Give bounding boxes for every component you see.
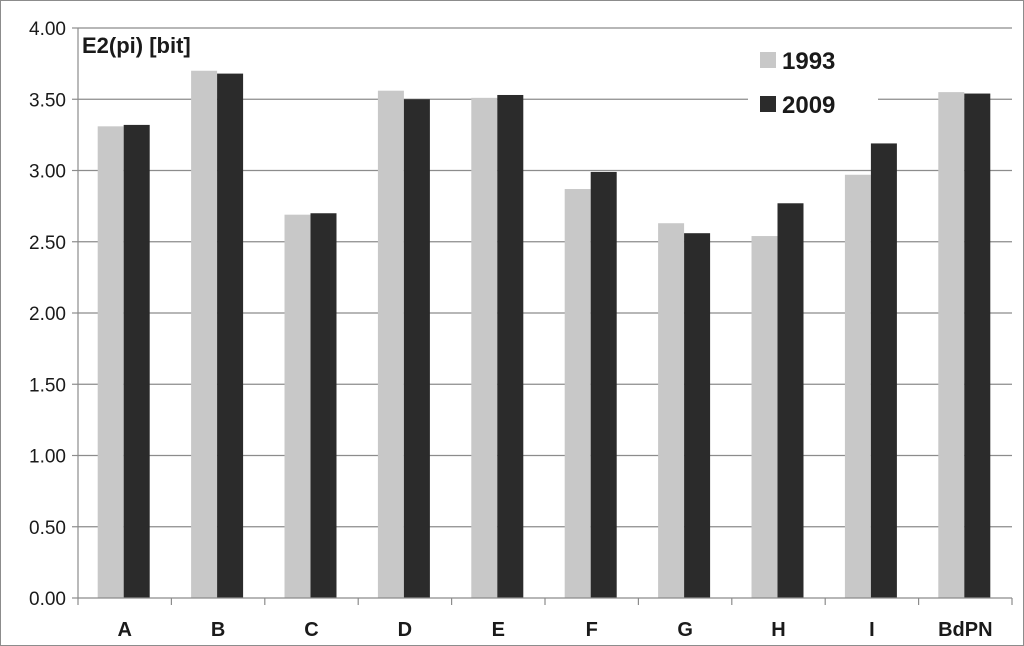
bar-2009-BdPN <box>964 93 991 599</box>
x-tick-label: C <box>304 619 318 641</box>
y-tick-label: 1.50 <box>29 375 66 396</box>
bar-2009-E <box>497 94 524 598</box>
bar-2009-D <box>403 99 430 598</box>
bar-2009-B <box>217 73 244 599</box>
x-tick-label: I <box>869 619 875 641</box>
bar-2009-I <box>870 143 897 599</box>
bar-2009-F <box>590 171 617 599</box>
legend-swatch-2009 <box>760 96 776 112</box>
bar-1993-I <box>844 174 871 598</box>
x-tick-label: G <box>677 619 693 641</box>
bar-1993-G <box>658 223 685 598</box>
bar-1993-BdPN <box>938 92 965 598</box>
bar-1993-A <box>97 126 124 598</box>
x-tick-label: A <box>117 619 131 641</box>
bar-1993-B <box>191 70 218 598</box>
y-tick-label: 3.50 <box>29 90 66 111</box>
bar-1993-E <box>471 97 498 598</box>
y-tick-label: 4.00 <box>29 19 66 40</box>
chart-title: E2(pi) [bit] <box>82 33 191 58</box>
legend-label-2009: 2009 <box>782 92 835 119</box>
bar-2009-H <box>777 203 804 598</box>
x-tick-label: H <box>771 619 785 641</box>
x-tick-label: BdPN <box>938 619 992 641</box>
x-tick-label: F <box>586 619 598 641</box>
x-axis: A B C D E F G H I BdPN <box>77 597 1013 641</box>
bar-1993-C <box>284 214 311 599</box>
y-tick-label: 2.00 <box>29 304 66 325</box>
y-tick-label: 0.50 <box>29 518 66 539</box>
bar-1993-D <box>377 90 404 598</box>
legend-label-1993: 1993 <box>782 48 835 75</box>
y-tick-label: 3.00 <box>29 162 66 183</box>
y-tick-label: 0.00 <box>29 589 66 610</box>
bars <box>97 70 991 599</box>
y-tick-label: 1.00 <box>29 447 66 468</box>
bar-2009-A <box>123 124 150 599</box>
x-tick-label: B <box>211 619 225 641</box>
bar-2009-C <box>310 213 337 598</box>
y-axis: 0.00 0.50 1.00 1.50 2.00 2.50 3.00 3.50 4.00 <box>29 19 79 610</box>
bar-2009-G <box>684 233 711 598</box>
x-tick-label: E <box>492 619 505 641</box>
bar-1993-F <box>564 189 591 598</box>
legend-swatch-1993 <box>760 52 776 68</box>
x-tick-label: D <box>398 619 412 641</box>
y-tick-label: 2.50 <box>29 233 66 254</box>
bar-1993-H <box>751 236 778 599</box>
legend: 1993 2009 <box>760 48 835 119</box>
